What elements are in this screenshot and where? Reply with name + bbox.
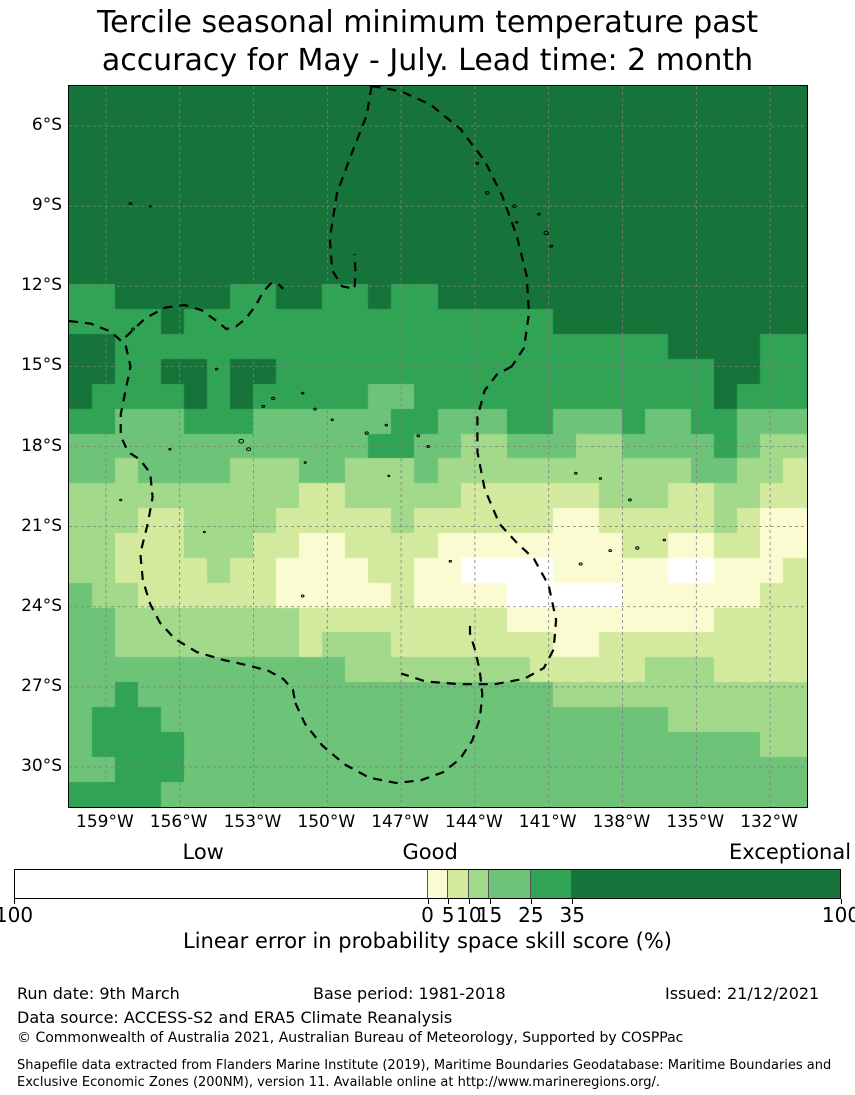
longitude-tick-label: 138°W <box>592 812 651 832</box>
colorbar-tick-labels: 100 0 5 10 15 25 35 100 <box>0 899 855 927</box>
latitude-axis: 6°S 9°S 12°S 15°S 18°S 21°S 24°S 27°S 30°S <box>0 0 62 1095</box>
colorbar[interactable] <box>14 869 841 899</box>
longitude-tick-label: 135°W <box>666 812 725 832</box>
colorbar-tick-mark <box>572 899 574 904</box>
colorbar-captions: Low Good Exceptional <box>0 840 855 866</box>
colorbar-tick-label: 25 <box>518 903 544 927</box>
colorbar-tick-mark <box>14 899 15 904</box>
colorbar-tick-mark <box>427 899 429 904</box>
map-plot-area[interactable] <box>68 85 808 808</box>
latitude-tick-label: 18°S <box>21 435 62 456</box>
base-period-text: Base period: 1981-2018 <box>313 984 506 1003</box>
run-date-text: Run date: 9th March <box>17 984 180 1003</box>
colorbar-tick-label: 15 <box>476 903 503 927</box>
latitude-tick-label: 6°S <box>31 115 62 136</box>
latitude-tick-label: 30°S <box>21 755 62 776</box>
issued-date-text: Issued: 21/12/2021 <box>665 984 820 1003</box>
colorbar-segment <box>15 870 428 898</box>
colorbar-caption: Low <box>182 840 224 864</box>
longitude-tick-label: 159°W <box>76 812 134 832</box>
colorbar-tick-label: 100 <box>0 903 34 927</box>
colorbar-tick-label: 100 <box>821 903 855 927</box>
colorbar-segment <box>468 870 490 898</box>
colorbar-tick-mark <box>530 899 532 904</box>
page-title: Tercile seasonal minimum temperature pas… <box>96 5 759 78</box>
footer: Run date: 9th March Base period: 1981-20… <box>0 984 855 1095</box>
longitude-tick-label: 150°W <box>297 812 356 832</box>
shapefile-attribution-text: Shapefile data extracted from Flanders M… <box>17 1058 832 1090</box>
latitude-tick-label: 21°S <box>21 515 62 536</box>
colorbar-segment <box>489 870 531 898</box>
longitude-tick-label: 156°W <box>149 812 208 832</box>
colorbar-tick-mark <box>489 899 491 904</box>
colorbar-tick-label: 5 <box>441 903 455 927</box>
colorbar-tick-mark <box>841 899 842 904</box>
latitude-tick-label: 24°S <box>21 595 62 616</box>
longitude-tick-label: 153°W <box>223 812 282 832</box>
copyright-text: © Commonwealth of Australia 2021, Austra… <box>17 1030 684 1046</box>
colorbar-tick-mark <box>468 899 470 904</box>
colorbar-segment <box>530 870 572 898</box>
latitude-tick-label: 15°S <box>21 355 62 376</box>
data-source-text: Data source: ACCESS-S2 and ERA5 Climate … <box>17 1008 453 1027</box>
colorbar-tick-label: 0 <box>421 903 434 927</box>
latitude-tick-label: 12°S <box>21 275 62 296</box>
colorbar-caption: Exceptional <box>729 840 852 864</box>
colorbar-tick-label: 10 <box>456 903 482 927</box>
colorbar-segment <box>427 870 449 898</box>
skill-score-heatmap <box>69 86 807 807</box>
colorbar-axis-label: Linear error in probability space skill … <box>183 929 672 953</box>
colorbar-tick-label: 35 <box>559 903 585 927</box>
colorbar-segment <box>571 870 840 898</box>
longitude-tick-label: 147°W <box>371 812 429 832</box>
latitude-tick-label: 9°S <box>31 195 62 216</box>
colorbar-caption: Good <box>402 840 458 864</box>
longitude-tick-label: 132°W <box>740 812 798 832</box>
latitude-tick-label: 27°S <box>21 675 62 696</box>
colorbar-segment <box>448 870 469 898</box>
colorbar-tick-mark <box>448 899 450 904</box>
longitude-tick-label: 144°W <box>445 812 503 832</box>
longitude-tick-label: 141°W <box>518 812 577 832</box>
